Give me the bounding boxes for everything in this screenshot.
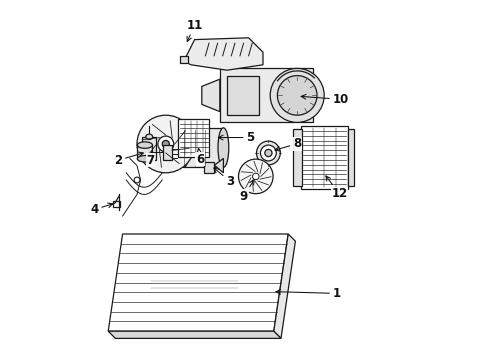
Bar: [220, 68, 314, 122]
Polygon shape: [184, 38, 263, 70]
Bar: [143, 137, 156, 160]
Text: 2: 2: [114, 152, 143, 167]
Ellipse shape: [137, 156, 152, 162]
Circle shape: [265, 149, 272, 157]
Polygon shape: [274, 234, 295, 338]
Polygon shape: [108, 234, 288, 331]
Ellipse shape: [137, 142, 152, 148]
Polygon shape: [108, 331, 281, 338]
Text: 7: 7: [147, 152, 155, 167]
Ellipse shape: [178, 128, 189, 167]
Bar: [137, 145, 152, 159]
Circle shape: [257, 141, 280, 165]
Ellipse shape: [146, 158, 153, 163]
Circle shape: [277, 76, 317, 115]
Circle shape: [158, 136, 174, 152]
Text: 12: 12: [326, 176, 347, 200]
Circle shape: [134, 177, 140, 183]
Text: 3: 3: [214, 168, 234, 188]
Text: 5: 5: [219, 131, 254, 144]
Bar: [180, 56, 188, 63]
Bar: [113, 201, 121, 207]
Circle shape: [270, 68, 324, 122]
Text: 8: 8: [275, 137, 301, 151]
Bar: [227, 76, 259, 115]
Text: 6: 6: [196, 149, 204, 166]
Circle shape: [252, 173, 259, 180]
Circle shape: [162, 140, 170, 148]
Bar: [347, 129, 354, 186]
Bar: [204, 162, 215, 173]
Ellipse shape: [146, 134, 153, 139]
Ellipse shape: [218, 128, 229, 167]
Bar: [293, 129, 302, 186]
Bar: [184, 128, 223, 167]
Circle shape: [137, 115, 195, 173]
Bar: [301, 126, 347, 189]
Text: 1: 1: [276, 287, 341, 300]
Polygon shape: [202, 79, 220, 112]
Circle shape: [261, 145, 276, 161]
Bar: [178, 119, 209, 157]
Text: 4: 4: [90, 203, 113, 216]
Text: 11: 11: [187, 19, 203, 41]
Polygon shape: [215, 158, 223, 173]
Text: 10: 10: [301, 93, 349, 106]
Bar: [163, 145, 172, 160]
Circle shape: [239, 159, 273, 194]
Text: 9: 9: [240, 180, 254, 203]
